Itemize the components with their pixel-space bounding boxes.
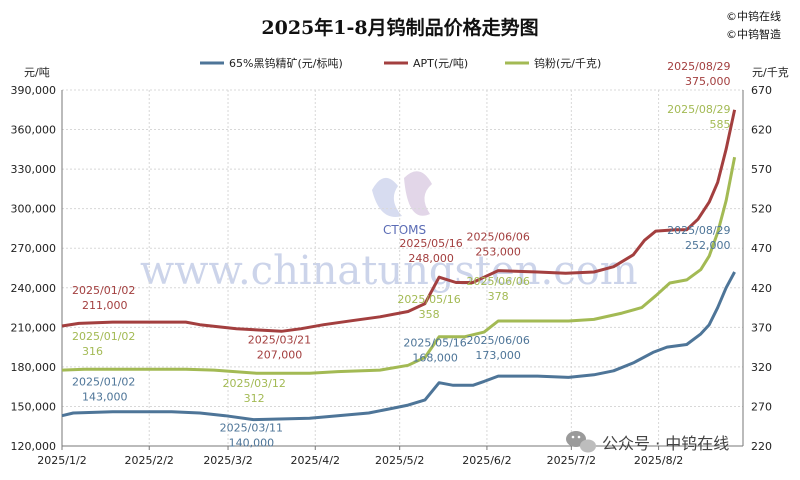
y-left-tick-label: 360,000 (11, 124, 57, 137)
axes: 120,000 220 150,000 270 180,000 320 210,000 370… (11, 84, 773, 467)
x-tick-label: 2025/3/2 (203, 454, 252, 467)
x-tick-label: 2025/5/2 (375, 454, 424, 467)
wechat-account-text: 公众号 · 中钨在线 (602, 434, 729, 453)
annotation-date: 2025/01/02 (72, 376, 135, 389)
y-left-tick-label: 210,000 (11, 321, 57, 334)
y-left-tick-label: 270,000 (11, 242, 57, 255)
annotation-value: 585 (710, 118, 731, 131)
y-right-tick-label: 470 (751, 242, 772, 255)
y-left-tick-label: 390,000 (11, 84, 57, 97)
y-right-tick-label: 220 (751, 440, 772, 453)
annotation-value: 168,000 (412, 352, 458, 365)
watermark: CTOMS www.chinatungsten.com (140, 171, 638, 294)
y-right-tick-label: 420 (751, 282, 772, 295)
y-left-tick-label: 180,000 (11, 361, 57, 374)
annotation-date: 2025/08/29 (667, 60, 730, 73)
annotation-date: 2025/05/16 (403, 337, 466, 350)
annotation-value: 140,000 (229, 437, 275, 450)
annotation-date: 2025/05/16 (399, 237, 462, 250)
annotation-value: 312 (244, 392, 265, 405)
x-tick-label: 2025/1/2 (37, 454, 86, 467)
series-lines (61, 109, 737, 422)
y-left-tick-label: 330,000 (11, 163, 57, 176)
grid (62, 89, 743, 446)
annotation-date: 2025/05/16 (397, 293, 460, 306)
legend: 65%黑钨精矿(元/标吨) APT(元/吨) 钨粉(元/千克) (200, 56, 601, 70)
annotation-date: 2025/06/06 (466, 334, 529, 347)
y-left-tick-label: 120,000 (11, 440, 57, 453)
annotation-date: 2025/06/06 (466, 231, 529, 244)
x-tick-label: 2025/2/2 (125, 454, 174, 467)
annotation-value: 375,000 (685, 75, 731, 88)
annotation-date: 2025/03/21 (248, 333, 311, 346)
y-right-tick-label: 570 (751, 163, 772, 176)
annotation-date: 2025/03/11 (220, 422, 283, 435)
annotation-value: 143,000 (82, 391, 128, 404)
series-line-0 (61, 271, 736, 422)
annotation-value: 248,000 (408, 252, 454, 265)
annotation-value: 252,000 (685, 239, 731, 252)
annotation-value: 316 (82, 345, 103, 358)
y-right-tick-label: 270 (751, 400, 772, 413)
annotation-value: 253,000 (475, 246, 521, 259)
brand-line-2: ©中钨智造 (726, 27, 781, 41)
legend-label-0: 65%黑钨精矿(元/标吨) (229, 56, 343, 70)
annotation-value: 378 (488, 290, 509, 303)
annotation-date: 2025/01/02 (72, 330, 135, 343)
legend-label-1: APT(元/吨) (413, 57, 468, 70)
annotation-value: 207,000 (257, 348, 303, 361)
y-right-tick-label: 670 (751, 84, 772, 97)
annotation-value: 173,000 (475, 349, 521, 362)
y-left-tick-label: 240,000 (11, 282, 57, 295)
y-right-tick-label: 620 (751, 124, 772, 137)
y-right-tick-label: 370 (751, 321, 772, 334)
wechat-icon (566, 431, 596, 453)
y-right-tick-label: 520 (751, 203, 772, 216)
wechat-badge: 公众号 · 中钨在线 (566, 431, 729, 453)
watermark-site: www.chinatungsten.com (140, 248, 638, 294)
watermark-logo: CTOMS (372, 171, 432, 237)
annotation-date: 2025/01/02 (72, 284, 135, 297)
right-unit-label: 元/千克 (752, 66, 789, 79)
legend-label-2: 钨粉(元/千克) (534, 57, 601, 70)
annotation-date: 2025/03/12 (222, 377, 285, 390)
series-line-2 (61, 156, 737, 375)
left-unit-label: 元/吨 (24, 66, 50, 79)
x-tick-label: 2025/7/2 (547, 454, 596, 467)
annotation-value: 211,000 (82, 299, 128, 312)
annotation-value: 358 (419, 308, 440, 321)
series-line-1 (61, 109, 737, 333)
x-tick-label: 2025/8/2 (634, 454, 683, 467)
brand-line-1: ©中钨在线 (726, 9, 781, 23)
watermark-logo-text: CTOMS (383, 223, 426, 237)
chart-title: 2025年1-8月钨制品价格走势图 (261, 16, 538, 39)
y-left-tick-label: 150,000 (11, 400, 57, 413)
y-right-tick-label: 320 (751, 361, 772, 374)
x-tick-label: 2025/4/2 (291, 454, 340, 467)
annotation-date: 2025/06/06 (466, 275, 529, 288)
annotation-date: 2025/08/29 (667, 103, 730, 116)
x-tick-label: 2025/6/2 (462, 454, 511, 467)
annotation-date: 2025/08/29 (667, 224, 730, 237)
annotations: 2025/01/02 211,000 2025/03/21 207,000 2025/0… (72, 60, 731, 450)
y-left-tick-label: 300,000 (11, 203, 57, 216)
